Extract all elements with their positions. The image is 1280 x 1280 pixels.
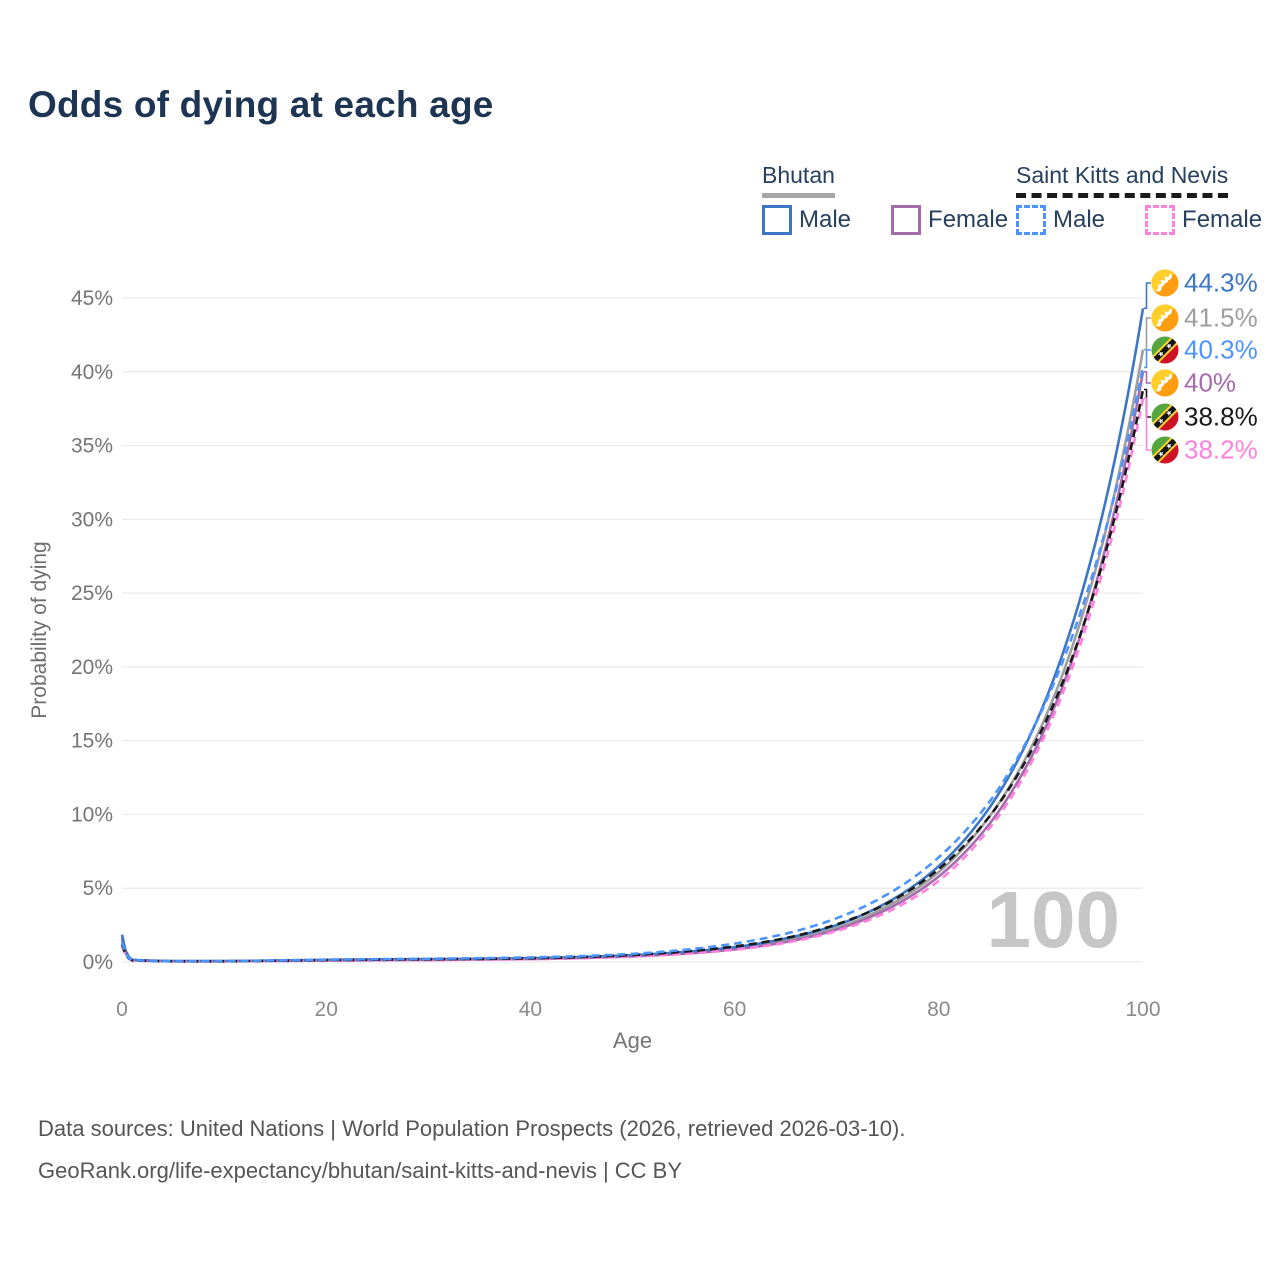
footer: Data sources: United Nations | World Pop… bbox=[38, 1108, 1188, 1192]
series-line-bhutan-male bbox=[120, 308, 1145, 963]
x-tick-label: 60 bbox=[723, 998, 746, 1021]
legend-item-skn-male[interactable]: Male bbox=[1016, 205, 1105, 235]
data-sources-text: Data sources: United Nations | World Pop… bbox=[38, 1116, 906, 1141]
y-tick-label: 40% bbox=[71, 361, 113, 384]
series-line-bhutan-all bbox=[120, 349, 1145, 963]
legend-group-bhutan: Bhutan Male Female bbox=[762, 162, 1048, 235]
x-axis-ticks: 0 20 40 60 80 100 bbox=[116, 998, 1160, 1021]
legend-label-bhutan-female: Female bbox=[928, 206, 1009, 233]
x-tick-label: 0 bbox=[116, 998, 128, 1021]
legend-item-bhutan-male[interactable]: Male bbox=[762, 205, 851, 235]
y-tick-label: 25% bbox=[71, 582, 113, 605]
x-tick-label: 20 bbox=[315, 998, 338, 1021]
y-tick-label: 10% bbox=[71, 803, 113, 826]
y-tick-label: 30% bbox=[71, 508, 113, 531]
end-value-label-saint-kitts-and-nevis-male: 40.3% bbox=[1184, 335, 1258, 365]
end-value-labels: 44.3% 41.5%40.3%40% 38.8%38.2% bbox=[1144, 268, 1258, 465]
legend-label-skn-male: Male bbox=[1053, 206, 1106, 233]
y-tick-label: 0% bbox=[83, 951, 113, 974]
legend-label-bhutan-male: Male bbox=[799, 206, 852, 233]
end-value-label-bhutan-male: 44.3% bbox=[1184, 268, 1258, 298]
legend-swatch-skn-female[interactable] bbox=[1145, 205, 1176, 235]
legend-swatch-skn-male[interactable] bbox=[1016, 205, 1046, 235]
y-tick-label: 15% bbox=[71, 730, 113, 753]
x-tick-label: 100 bbox=[1125, 998, 1160, 1021]
series-line-saint-kitts-and-nevis-male bbox=[120, 367, 1145, 963]
y-axis-title: Probability of dying bbox=[28, 541, 51, 718]
end-value-label-saint-kitts-and-nevis-female: 38.2% bbox=[1184, 435, 1258, 465]
legend-item-bhutan-female[interactable]: Female bbox=[891, 205, 1008, 235]
saint-kitts-and-nevis-flag-icon bbox=[1151, 336, 1179, 364]
x-axis-title: Age bbox=[613, 1028, 652, 1053]
bhutan-flag-icon bbox=[1151, 304, 1179, 332]
series-lines bbox=[120, 308, 1145, 963]
saint-kitts-and-nevis-flag-icon bbox=[1151, 436, 1179, 464]
legend-group-saint-kitts-and-nevis: Saint Kitts and Nevis Male Female bbox=[1016, 162, 1280, 235]
leader-line-saint-kitts-and-nevis-male bbox=[1144, 349, 1151, 369]
leader-line-saint-kitts-and-nevis-female bbox=[1144, 397, 1151, 451]
legend-country-saint-kitts-and-nevis: Saint Kitts and Nevis bbox=[1016, 162, 1229, 198]
series-line-saint-kitts-and-nevis-female bbox=[120, 398, 1145, 963]
end-value-label-bhutan-all: 41.5% bbox=[1184, 303, 1258, 333]
leader-line-saint-kitts-and-nevis-all bbox=[1144, 388, 1151, 418]
attribution-text: GeoRank.org/life-expectancy/bhutan/saint… bbox=[38, 1158, 683, 1183]
y-axis-ticks: 0% 5% 10% 15% 20% 25% 30% 35% 40% 45% bbox=[71, 287, 113, 974]
leader-line-bhutan-male bbox=[1144, 282, 1151, 310]
end-value-label-saint-kitts-and-nevis-all: 38.8% bbox=[1184, 402, 1258, 432]
legend-swatch-bhutan-male[interactable] bbox=[762, 205, 792, 235]
legend-label-skn-female: Female bbox=[1182, 206, 1263, 233]
y-tick-label: 5% bbox=[83, 877, 113, 900]
gridlines bbox=[122, 297, 1143, 963]
age-watermark: 100 bbox=[987, 875, 1120, 964]
page-title: Odds of dying at each age bbox=[28, 84, 494, 125]
legend-item-skn-female[interactable]: Female bbox=[1145, 205, 1262, 235]
bhutan-flag-icon bbox=[1151, 269, 1179, 297]
end-value-label-bhutan-female: 40% bbox=[1184, 368, 1236, 398]
legend-swatch-bhutan-female[interactable] bbox=[891, 205, 922, 235]
saint-kitts-and-nevis-flag-icon bbox=[1151, 403, 1179, 431]
y-tick-label: 45% bbox=[71, 287, 113, 310]
legend-country-bhutan: Bhutan bbox=[762, 162, 835, 198]
y-tick-label: 20% bbox=[71, 656, 113, 679]
x-tick-label: 80 bbox=[927, 998, 950, 1021]
leader-line-bhutan-female bbox=[1144, 371, 1151, 384]
bhutan-flag-icon bbox=[1151, 369, 1179, 397]
x-tick-label: 40 bbox=[519, 998, 542, 1021]
y-tick-label: 35% bbox=[71, 435, 113, 458]
leader-line-bhutan-all bbox=[1144, 317, 1151, 351]
